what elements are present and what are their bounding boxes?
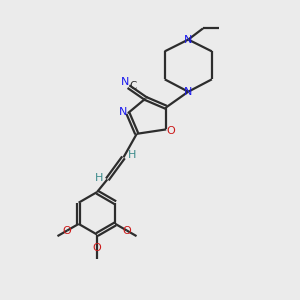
Text: N: N [121,77,129,87]
Text: C: C [129,80,137,91]
Text: H: H [95,173,103,183]
Text: O: O [93,243,101,253]
Text: N: N [118,107,127,117]
Text: H: H [128,150,136,160]
Text: O: O [167,126,176,136]
Text: O: O [122,226,131,236]
Text: N: N [184,34,193,45]
Text: O: O [63,226,71,236]
Text: N: N [184,87,193,97]
